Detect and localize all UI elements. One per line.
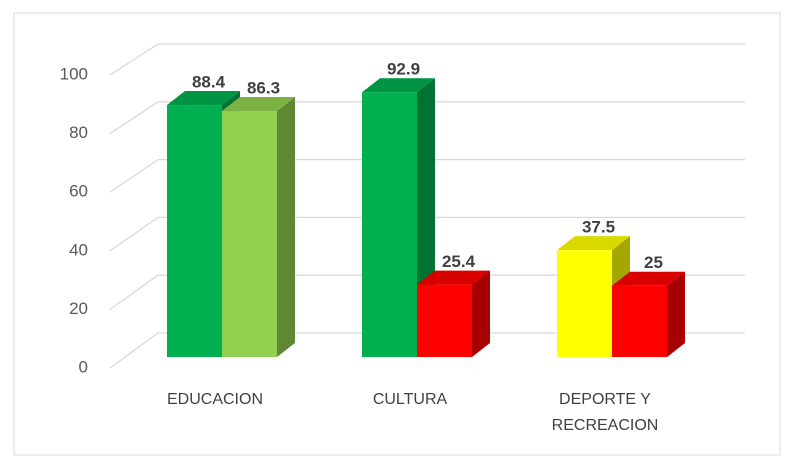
grid-line <box>109 101 745 135</box>
grid-line <box>109 274 745 310</box>
value-label: 86.3 <box>247 79 280 98</box>
bar-top <box>167 91 240 106</box>
bar-side <box>472 270 490 357</box>
bar-side <box>667 271 685 357</box>
y-tick-label: 40 <box>69 240 88 259</box>
bar-side-shade <box>472 270 490 357</box>
y-tick-label: 100 <box>60 64 88 83</box>
y-tick-label: 60 <box>69 182 88 201</box>
value-label: 37.5 <box>582 218 615 237</box>
bar-top-shade <box>222 97 295 112</box>
x-tick-label: EDUCACION <box>166 391 263 408</box>
value-label: 25.4 <box>442 252 476 271</box>
x-tick-label: CULTURA <box>372 391 448 408</box>
value-label: 92.9 <box>387 60 420 79</box>
bar-top-shade <box>557 236 630 251</box>
bar-side <box>277 97 295 358</box>
value-label: 25 <box>644 253 663 272</box>
grid-line <box>109 43 745 76</box>
bar-side-shade <box>667 271 685 357</box>
value-label: 88.4 <box>192 73 226 92</box>
bar <box>167 105 222 357</box>
grid-line <box>109 158 745 193</box>
y-tick-label: 0 <box>79 357 88 376</box>
x-tick-label: DEPORTE Y RECREACION <box>551 391 659 434</box>
y-tick-label: 20 <box>69 299 88 318</box>
bar <box>222 111 277 357</box>
bar <box>557 250 612 357</box>
bar <box>612 285 667 357</box>
bar <box>362 92 417 358</box>
bar-top-shade <box>612 271 685 286</box>
bar-side-shade <box>277 97 295 358</box>
bar-top <box>362 78 435 93</box>
grid-line <box>109 216 745 252</box>
bar-top-shade <box>167 91 240 106</box>
bar-top <box>557 236 630 251</box>
bar-top <box>417 270 490 285</box>
bar-top-shade <box>417 270 490 285</box>
grid-line <box>109 332 745 369</box>
bar <box>417 284 472 357</box>
bar-top <box>612 271 685 286</box>
y-tick-label: 80 <box>69 123 88 142</box>
bar-top <box>222 97 295 112</box>
bar-top-shade <box>362 78 435 93</box>
